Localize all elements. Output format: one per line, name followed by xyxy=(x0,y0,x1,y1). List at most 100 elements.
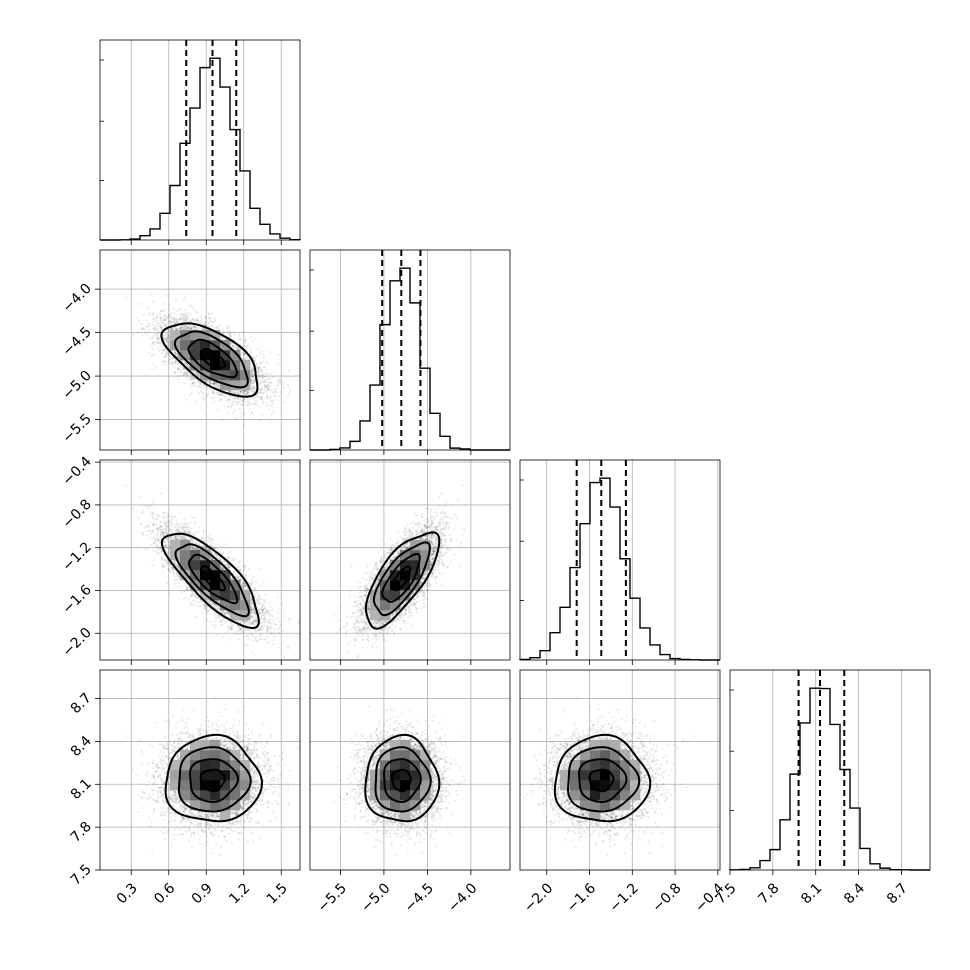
sample-point xyxy=(146,324,149,327)
sample-point xyxy=(221,332,225,335)
sample-point xyxy=(259,396,262,400)
sample-point xyxy=(172,327,176,330)
sample-point xyxy=(226,405,229,408)
sample-point xyxy=(163,349,166,352)
sample-point xyxy=(153,328,157,332)
sample-point xyxy=(252,387,255,390)
sample-point xyxy=(239,402,242,406)
sample-point xyxy=(211,397,214,400)
sample-point xyxy=(243,397,246,400)
sample-point xyxy=(259,352,262,355)
sample-point xyxy=(185,370,189,373)
sample-point xyxy=(257,366,260,369)
sample-point xyxy=(268,377,271,380)
sample-point xyxy=(148,325,151,328)
sample-point xyxy=(214,383,218,386)
sample-point xyxy=(237,397,240,400)
sample-point xyxy=(152,363,156,366)
sample-point xyxy=(167,337,170,340)
sample-point xyxy=(267,408,270,411)
sample-point xyxy=(213,317,216,320)
sample-point xyxy=(257,396,260,399)
sample-point xyxy=(175,362,178,365)
sample-point xyxy=(254,403,257,406)
sample-point xyxy=(166,338,169,342)
sample-point xyxy=(150,314,154,317)
sample-point xyxy=(232,331,235,334)
sample-point xyxy=(183,327,186,330)
sample-point xyxy=(152,300,155,303)
sample-point xyxy=(164,360,168,363)
sample-point xyxy=(163,314,166,317)
sample-point xyxy=(196,321,200,324)
sample-point xyxy=(191,381,195,384)
sample-point xyxy=(160,318,163,322)
grid-3-3 xyxy=(772,670,902,870)
sample-point xyxy=(200,318,204,321)
sample-point xyxy=(248,403,251,407)
sample-point xyxy=(235,346,238,349)
sample-point xyxy=(178,362,181,365)
sample-point xyxy=(182,371,185,375)
sample-point xyxy=(253,389,256,392)
sample-point xyxy=(164,363,167,366)
sample-point xyxy=(174,319,178,323)
sample-point xyxy=(260,362,263,365)
sample-point xyxy=(168,353,171,356)
sample-point xyxy=(256,370,259,373)
sample-point xyxy=(228,390,231,394)
sample-point xyxy=(238,347,241,351)
sample-point xyxy=(253,385,256,388)
sample-point xyxy=(272,405,275,409)
xtick-label-3-3: 8.4 xyxy=(841,880,868,907)
sample-point xyxy=(211,320,215,324)
sample-point xyxy=(156,338,159,341)
sample-point xyxy=(251,372,254,376)
sample-point xyxy=(171,357,174,360)
sample-point xyxy=(189,327,192,330)
sample-point xyxy=(192,381,195,384)
sample-point xyxy=(241,399,244,402)
sample-point xyxy=(245,344,248,347)
sample-point xyxy=(173,312,176,315)
sample-point xyxy=(162,317,165,320)
sample-point xyxy=(277,382,280,385)
sample-point xyxy=(189,375,192,378)
sample-point xyxy=(172,321,175,324)
sample-point xyxy=(262,402,265,405)
sample-point xyxy=(261,373,264,376)
sample-point xyxy=(182,317,185,320)
sample-point xyxy=(243,354,247,357)
sample-point xyxy=(201,396,204,400)
sample-point xyxy=(260,387,263,391)
sample-point xyxy=(251,389,255,392)
sample-point xyxy=(145,319,148,322)
sample-point xyxy=(268,381,271,384)
sample-point xyxy=(178,355,181,358)
sample-point xyxy=(162,322,166,325)
histogram-3 xyxy=(729,687,930,871)
sample-point xyxy=(168,355,171,358)
sample-point xyxy=(266,396,269,400)
sample-point xyxy=(196,316,200,319)
sample-point xyxy=(173,371,176,374)
sample-point xyxy=(169,362,172,365)
sample-point xyxy=(258,379,261,382)
sample-point xyxy=(244,338,247,342)
sample-point xyxy=(245,400,248,403)
sample-point xyxy=(174,322,177,325)
sample-point xyxy=(175,352,178,355)
sample-point xyxy=(170,321,173,324)
sample-point xyxy=(219,393,222,397)
sample-point xyxy=(167,321,170,324)
sample-point xyxy=(197,385,200,389)
sample-point xyxy=(270,413,273,416)
sample-point xyxy=(268,387,271,390)
sample-point xyxy=(162,348,165,351)
sample-point xyxy=(181,315,184,319)
sample-point xyxy=(243,339,247,342)
sample-point xyxy=(261,387,264,390)
sample-point xyxy=(250,380,253,384)
sample-point xyxy=(204,316,207,319)
sample-point xyxy=(251,376,254,379)
